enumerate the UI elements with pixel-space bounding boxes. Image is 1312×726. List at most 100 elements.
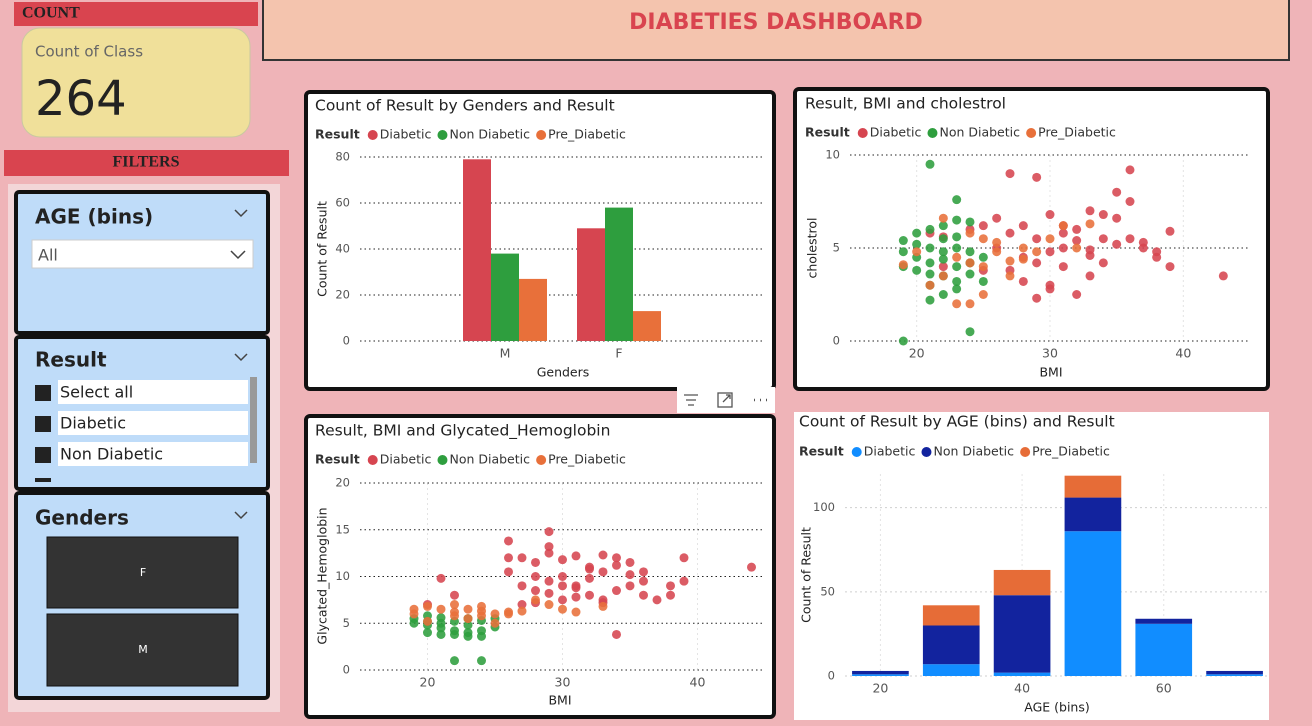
y-tick-label: 40: [335, 242, 350, 256]
legend-label: Pre_Diabetic: [1038, 125, 1116, 140]
slicer-title: AGE (bins): [35, 205, 153, 229]
scatter-point: [463, 631, 473, 641]
gender-button[interactable]: [46, 536, 239, 609]
y-axis-label: Glycated_Hemoglobin: [315, 507, 330, 644]
filter-icon[interactable]: [684, 394, 698, 406]
y-tick-label: 60: [335, 196, 350, 210]
scatter-point: [490, 609, 500, 619]
checkbox[interactable]: [35, 385, 51, 401]
scatter-point: [666, 581, 675, 591]
slicer-item[interactable]: Diabetic: [60, 414, 126, 433]
scatter-point: [965, 269, 975, 279]
scatter-point: [544, 542, 554, 552]
scatter-point: [1085, 245, 1095, 255]
scatter-point: [1032, 234, 1042, 244]
x-tick-label: 20: [872, 681, 888, 696]
scatter-point: [517, 553, 527, 563]
scatter-point: [1045, 210, 1055, 220]
age-dropdown[interactable]: [31, 239, 254, 269]
scatter-point: [558, 555, 567, 565]
scatter-point: [952, 284, 962, 294]
legend-title: Result: [799, 444, 844, 459]
scatter-point: [1112, 239, 1122, 249]
x-tick-label: 20: [420, 675, 436, 690]
scatter-point: [938, 213, 948, 223]
scatter-point: [965, 299, 975, 309]
legend-label: Non Diabetic: [939, 125, 1020, 140]
gender-button[interactable]: [46, 613, 239, 687]
legend-marker: [921, 447, 932, 457]
scatter-point: [436, 629, 446, 639]
chevron[interactable]: [234, 511, 248, 520]
bar-segment: [1135, 623, 1193, 676]
scatter-point: [531, 557, 540, 567]
slicer-title: Genders: [35, 506, 129, 530]
legend-label: Diabetic: [380, 452, 432, 467]
scatter-point: [965, 228, 975, 238]
x-tick-label: 40: [690, 675, 706, 690]
chevron[interactable]: [230, 250, 246, 260]
button-label[interactable]: M: [138, 643, 148, 656]
bar-segment: [852, 674, 909, 676]
scatter-point: [898, 236, 908, 246]
scatter-point: [544, 576, 554, 586]
scatter-point: [978, 252, 988, 262]
legend-marker: [536, 130, 547, 140]
bar-segment: [1135, 618, 1193, 624]
scatter-point: [1018, 221, 1028, 231]
bar-segment: [922, 625, 980, 665]
scatter-point: [679, 576, 689, 586]
chevron[interactable]: [234, 353, 248, 362]
scatter-point: [571, 551, 581, 561]
scatter-point: [558, 581, 567, 591]
legend-marker: [927, 128, 938, 138]
focus-icon[interactable]: [717, 392, 733, 408]
scatter-point: [1085, 206, 1095, 216]
scatter-point: [978, 276, 988, 286]
slicer-item[interactable]: Select all: [60, 383, 133, 402]
scatter-point: [463, 614, 473, 624]
chevron[interactable]: [234, 209, 248, 218]
scatter-point: [612, 560, 621, 570]
x-tick-label: 30: [1042, 346, 1058, 361]
scatter-point: [517, 600, 527, 610]
chart-title: Result, BMI and Glycated_Hemoglobin: [315, 422, 610, 441]
scatter-point: [1018, 276, 1028, 286]
scatter-point: [1058, 221, 1068, 231]
count-section-label: COUNT: [22, 5, 80, 22]
scatter-point: [571, 583, 581, 593]
scatter-point: [925, 280, 935, 290]
scatter-point: [1005, 271, 1015, 281]
x-tick-label: F: [615, 346, 622, 361]
bar-segment: [993, 672, 1051, 676]
scatter-point: [450, 600, 459, 610]
bar-segment: [922, 605, 980, 626]
legend-label: Diabetic: [864, 444, 916, 459]
bar-segment: [993, 569, 1051, 596]
scatter-point: [1112, 187, 1122, 197]
chart-title: Count of Result by Genders and Result: [315, 97, 615, 115]
checkbox[interactable]: [35, 478, 51, 482]
slicer-item-bg: [58, 380, 248, 404]
legend-label: Diabetic: [870, 125, 922, 140]
scatter-point: [978, 262, 988, 272]
scatter-point: [1138, 237, 1148, 247]
checkbox[interactable]: [35, 416, 51, 432]
scrollbar[interactable]: [250, 377, 257, 463]
y-tick-label: 80: [335, 150, 350, 164]
scatter-point: [925, 295, 935, 305]
scatter-point: [992, 213, 1002, 223]
scatter-point: [992, 247, 1002, 257]
slicer-item[interactable]: Non Diabetic: [60, 445, 163, 464]
scatter-point: [1125, 165, 1135, 175]
scatter-point: [898, 336, 908, 346]
scatter-point: [639, 590, 648, 600]
scatter-point: [1098, 258, 1108, 268]
scatter-point: [450, 629, 459, 639]
checkbox[interactable]: [35, 447, 51, 463]
button-label[interactable]: F: [140, 566, 146, 579]
y-axis-label: Count of Result: [315, 201, 330, 297]
scatter-point: [490, 618, 500, 628]
legend-label: Pre_Diabetic: [548, 127, 626, 142]
